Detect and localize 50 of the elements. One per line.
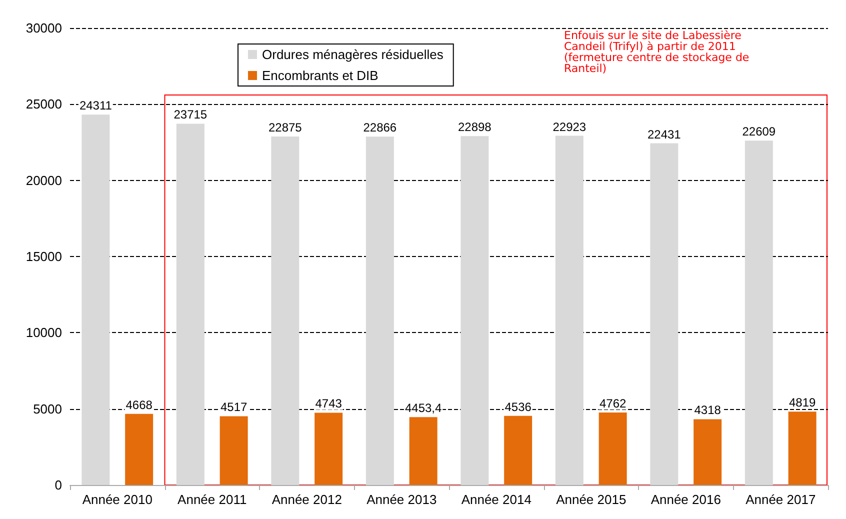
data-label: 22923 xyxy=(552,120,586,134)
x-tick-label: Année 2013 xyxy=(366,492,437,507)
data-label: 4318 xyxy=(694,403,722,418)
bar xyxy=(176,124,204,485)
data-label: 4819 xyxy=(788,396,816,410)
bar xyxy=(220,416,248,485)
bar xyxy=(82,114,110,485)
data-label: 22431 xyxy=(647,127,682,142)
y-tick-label: 25000 xyxy=(26,96,62,112)
bar xyxy=(409,417,438,485)
bar xyxy=(366,136,394,485)
data-label: 4453,4 xyxy=(404,401,442,416)
x-tick-label: Année 2015 xyxy=(556,492,626,507)
bar xyxy=(504,416,532,485)
data-label: 24311 xyxy=(79,98,112,113)
bar xyxy=(555,136,584,485)
bar xyxy=(744,140,773,485)
data-label: 4517 xyxy=(220,400,248,414)
bar xyxy=(650,143,678,485)
data-label: 4536 xyxy=(504,400,532,414)
bar xyxy=(788,412,816,485)
bar xyxy=(314,412,343,485)
data-label: 22875 xyxy=(268,120,302,135)
data-label: 22866 xyxy=(363,120,397,135)
legend-label: Ordures ménagères résiduelles xyxy=(262,47,444,62)
y-tick-label: 0 xyxy=(54,478,62,492)
data-label: 4668 xyxy=(126,398,153,412)
bar xyxy=(694,419,722,485)
y-tick-label: 30000 xyxy=(26,20,62,36)
legend-label: Encombrants et DIB xyxy=(262,68,378,83)
x-tick-label: Année 2016 xyxy=(650,492,721,507)
y-tick-label: 20000 xyxy=(26,172,62,188)
data-label: 23715 xyxy=(174,108,208,122)
bar xyxy=(271,136,300,485)
bar xyxy=(125,414,154,485)
bar xyxy=(598,412,627,485)
x-tick-label: Année 2012 xyxy=(272,492,342,507)
data-label: 4743 xyxy=(315,396,342,411)
annotation: Enfouis sur le site de Labessière Candeil (Trifyl) à partir de 2011 (fermeture centre de stockage de Ranteil) xyxy=(564,29,753,75)
data-label: 22898 xyxy=(458,120,492,134)
data-label: 4762 xyxy=(599,396,626,410)
data-label: 22609 xyxy=(742,124,776,139)
x-tick-label: Année 2014 xyxy=(461,492,532,507)
bar xyxy=(460,136,489,485)
y-tick-label: 10000 xyxy=(26,325,62,340)
x-tick-label: Année 2017 xyxy=(746,492,816,507)
y-tick-label: 15000 xyxy=(26,249,62,264)
x-tick-label: Année 2011 xyxy=(178,492,247,507)
x-tick-label: Année 2010 xyxy=(82,492,152,507)
y-tick-label: 5000 xyxy=(33,401,62,416)
